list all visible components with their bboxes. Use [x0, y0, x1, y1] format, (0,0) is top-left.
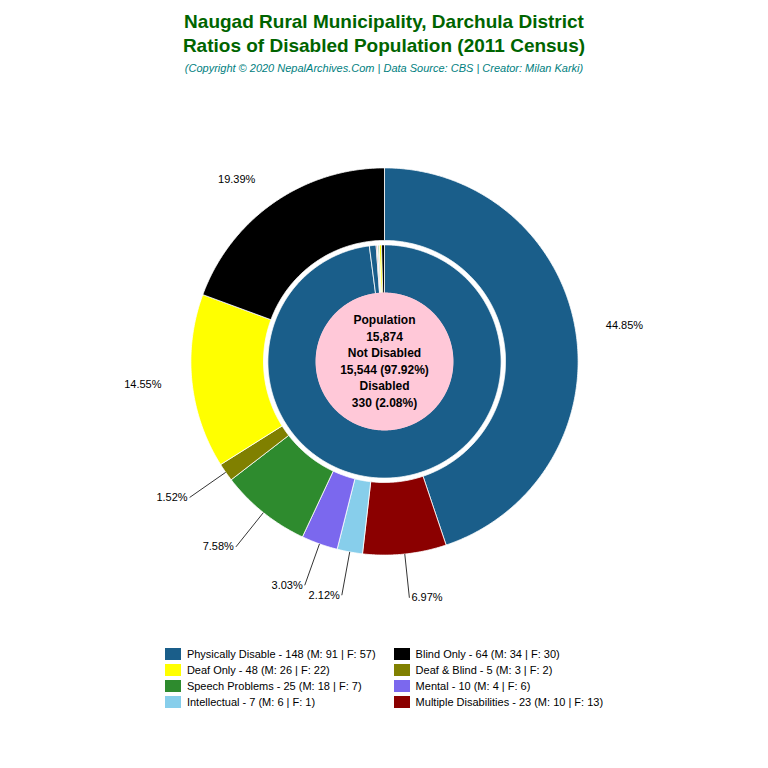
svg-text:1.52%: 1.52%	[156, 491, 187, 503]
svg-text:3.03%: 3.03%	[272, 579, 303, 591]
html-text:Intellectual - 7 (M: 6 | F: 1): Intellectual - 7 (M: 6 | F: 1)	[186, 696, 316, 708]
svg-text:15,544 (97.92%): 15,544 (97.92%)	[340, 363, 429, 377]
html-text:Speech Problems - 25 (M: 18 |: Speech Problems - 25 (M: 18 | F: 7)	[186, 680, 362, 692]
html-text:Blind Only - 64 (M: 34 | F: 30: Blind Only - 64 (M: 34 | F: 30)	[415, 648, 560, 660]
html-text:Multiple Disabilities - 23 (M:: Multiple Disabilities - 23 (M: 10 | F: 1…	[415, 696, 604, 708]
svg-text:44.85%: 44.85%	[606, 319, 644, 331]
svg-text:6.97%: 6.97%	[411, 591, 442, 603]
html-text:Deaf & Blind - 5 (M: 3 | F: 2): Deaf & Blind - 5 (M: 3 | F: 2)	[415, 664, 553, 676]
svg-text:Population: Population	[354, 313, 416, 327]
svg-text:2.12%: 2.12%	[309, 589, 340, 601]
svg-text:7.58%: 7.58%	[203, 540, 234, 552]
html-text:Ratios of Disabled Population: Ratios of Disabled Population (2011 Cens…	[182, 35, 586, 56]
svg-text:Disabled: Disabled	[359, 379, 409, 393]
svg-text:19.39%: 19.39%	[218, 173, 256, 185]
svg-text:14.55%: 14.55%	[124, 378, 162, 390]
html-text:Deaf Only - 48 (M: 26 | F: 22): Deaf Only - 48 (M: 26 | F: 22)	[186, 664, 330, 676]
html-text:(Copyright © 2020 NepalArchive: (Copyright © 2020 NepalArchives.Com | Da…	[184, 62, 584, 74]
svg-text:330 (2.08%): 330 (2.08%)	[352, 396, 417, 410]
html-text:Physically Disable - 148 (M: 9: Physically Disable - 148 (M: 91 | F: 57)	[186, 648, 376, 660]
svg-text:15,874: 15,874	[366, 330, 403, 344]
html-text:Naugad Rural Municipality, Dar: Naugad Rural Municipality, Darchula Dist…	[184, 11, 584, 32]
html-text:Mental - 10 (M: 4 | F: 6): Mental - 10 (M: 4 | F: 6)	[415, 680, 531, 692]
svg-text:Not Disabled: Not Disabled	[348, 346, 421, 360]
